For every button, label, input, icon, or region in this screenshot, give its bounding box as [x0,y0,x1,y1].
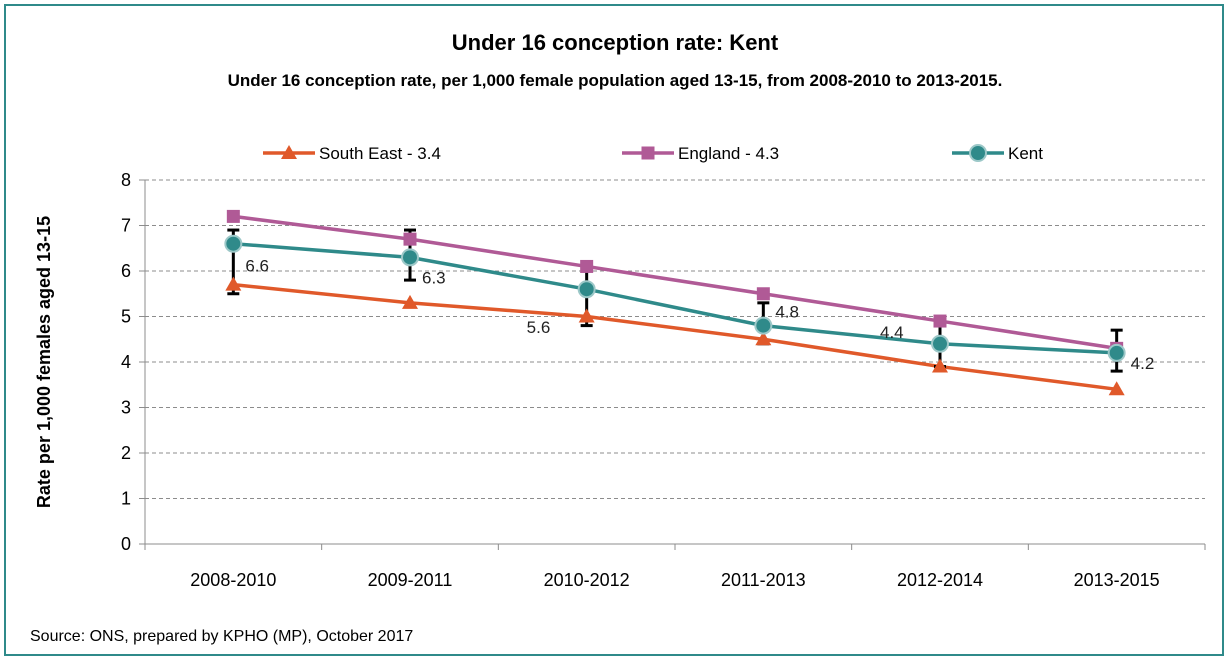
legend-label: South East - 3.4 [319,144,441,163]
data-point [578,308,595,323]
chart-title: Under 16 conception rate: Kent [451,30,779,55]
y-tick-label: 7 [121,216,131,236]
data-point [755,331,772,346]
x-tick-label: 2012-2014 [897,570,983,590]
x-tick-label: 2008-2010 [190,570,276,590]
y-tick-label: 5 [121,307,131,327]
data-point [932,358,948,373]
x-tick-label: 2009-2011 [368,570,453,590]
data-label: 4.4 [880,323,904,342]
y-tick-label: 1 [121,489,131,509]
series-line [233,241,1117,355]
data-point [754,316,773,335]
data-point [641,146,655,160]
data-label: 4.8 [775,303,799,322]
data-point [401,248,419,267]
data-point [226,209,240,223]
data-point [1108,381,1125,396]
chart-subtitle: Under 16 conception rate, per 1,000 fema… [227,71,1003,90]
data-label: 6.3 [422,268,446,287]
data-point [933,314,947,328]
data-point [1107,343,1126,362]
y-tick-label: 0 [121,534,131,554]
data-point [580,259,594,273]
data-point [225,276,242,291]
data-point [931,334,949,353]
y-axis-label: Rate per 1,000 females aged 13-15 [34,216,54,508]
data-point [577,280,596,299]
data-point [402,294,418,309]
y-tick-label: 8 [121,170,131,190]
y-tick-label: 3 [121,398,131,418]
series-line [233,282,1117,392]
data-point [969,144,987,162]
data-point [281,145,297,159]
data-label: 4.2 [1131,354,1155,373]
data-point [224,234,243,253]
series-line [233,214,1117,351]
data-label: 6.6 [245,257,269,276]
data-label: 5.6 [527,318,551,337]
y-tick-label: 6 [121,261,131,281]
chart-frame [4,4,1224,656]
y-tick-label: 4 [121,352,131,372]
legend-label: Kent [1008,144,1043,163]
x-tick-label: 2013-2015 [1074,570,1160,590]
data-point [756,287,770,301]
legend-label: England - 4.3 [678,144,779,163]
data-point [403,232,417,246]
x-tick-label: 2011-2013 [721,570,806,590]
x-tick-label: 2010-2012 [544,570,630,590]
y-tick-label: 2 [121,443,131,463]
source-note: Source: ONS, prepared by KPHO (MP), Octo… [30,628,414,645]
